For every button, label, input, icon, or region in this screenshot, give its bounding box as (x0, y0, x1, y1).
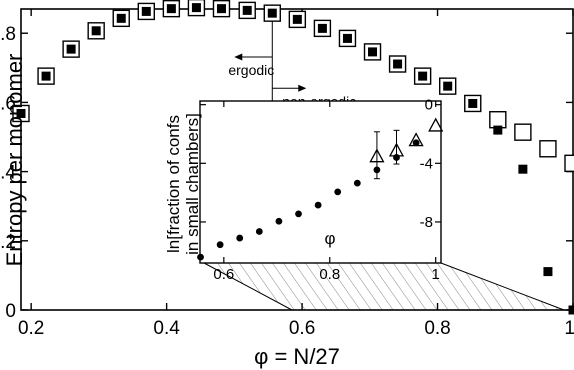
main-filled-square (468, 98, 478, 108)
inset-filled-circle (236, 234, 244, 242)
inset-y-tick-label: -4 (420, 155, 433, 172)
inset-filled-circle (412, 139, 420, 147)
inset-filled-circle (373, 166, 381, 174)
main-x-tick-label: 1 (564, 318, 574, 339)
main-filled-square (267, 8, 277, 18)
main-y-axis-title: Entropy per monomer (2, 54, 27, 267)
non-ergodic-arrow-head (298, 84, 307, 92)
inset-series-open-triangles (369, 117, 444, 163)
inset-filled-circle (275, 217, 283, 225)
inset-y-axis-title-line1: ln[fraction of confs (164, 115, 183, 253)
inset-filled-circle (353, 179, 361, 187)
main-y-tick-label: 0 (5, 301, 16, 322)
ergodic-label: ergodic (228, 62, 274, 78)
inset-y-axis-title-line2: in small chambers] (183, 113, 202, 255)
inset-open-triangle (408, 132, 424, 147)
inset-x-tick-label: 0.6 (213, 266, 234, 283)
main-filled-square (116, 13, 126, 23)
main-open-square (539, 140, 557, 158)
main-x-tick-label: 0.8 (424, 318, 450, 339)
main-filled-square (568, 305, 574, 315)
main-series-filled-squares (16, 3, 574, 315)
main-open-square (489, 111, 507, 129)
main-open-square (514, 123, 532, 141)
inset-y-axis: 0 -4 -8 (200, 97, 441, 231)
main-filled-square (393, 59, 403, 69)
inset-filled-circle (393, 154, 400, 161)
inset-series-filled-circles (197, 139, 420, 261)
main-x-axis-title: φ = N/27 (254, 344, 340, 369)
main-y-tick-label: 0.4 (0, 163, 16, 184)
inset-plot-frame (199, 100, 442, 264)
main-filled-square (493, 125, 503, 135)
inset-open-triangle (388, 142, 405, 157)
inset-filled-circle (216, 241, 224, 249)
inset-filled-circle (197, 253, 204, 261)
main-y-tick-label: 0.8 (0, 24, 16, 45)
main-x-tick-label: 0.4 (153, 318, 180, 339)
zoom-guide-right (440, 262, 565, 311)
inset-open-triangle (369, 148, 385, 163)
main-open-square (564, 154, 574, 173)
inset-filled-circle (334, 188, 342, 196)
inset-y-tick-label: -8 (420, 214, 433, 231)
main-x-tick-label: 0.2 (18, 318, 44, 339)
inset-filled-circle (255, 228, 263, 235)
main-filled-square (518, 164, 528, 174)
inset-x-axis: 0.6 0.8 1 (213, 101, 440, 283)
inset-filled-circle (314, 201, 322, 209)
inset-x-tick-label: 0.8 (319, 266, 340, 283)
main-filled-square (91, 26, 101, 36)
zoom-hatch-region (204, 263, 564, 310)
main-filled-square (141, 6, 151, 16)
main-y-tick-label: 0.2 (0, 232, 16, 253)
inset-x-axis-title: φ (324, 229, 335, 248)
main-filled-square (292, 14, 302, 24)
main-filled-square (216, 4, 226, 14)
main-filled-square (543, 267, 553, 277)
main-filled-square (342, 33, 352, 43)
main-y-tick-label: 0.6 (0, 93, 16, 114)
main-filled-square (443, 81, 453, 91)
main-filled-square (368, 47, 378, 57)
main-filled-square (66, 44, 76, 54)
main-filled-square (317, 23, 327, 33)
ergodic-arrow-head (234, 53, 243, 61)
inset-x-tick-label: 1 (432, 266, 440, 283)
main-filled-square (41, 71, 51, 81)
main-filled-square (16, 108, 26, 118)
main-filled-square (191, 3, 201, 13)
main-filled-square (242, 5, 252, 15)
inset-open-triangle (428, 117, 444, 132)
inset-y-tick-label: 0 (425, 97, 433, 114)
inset-panel: 0.6 0.8 1 0 -4 -8 φ ln[fraction of confs in … (164, 97, 444, 283)
main-filled-square (166, 4, 176, 14)
zoom-guide-left (203, 262, 293, 311)
main-filled-square (418, 71, 428, 81)
main-x-tick-label: 0.6 (289, 318, 315, 339)
inset-filled-circle (295, 210, 302, 218)
